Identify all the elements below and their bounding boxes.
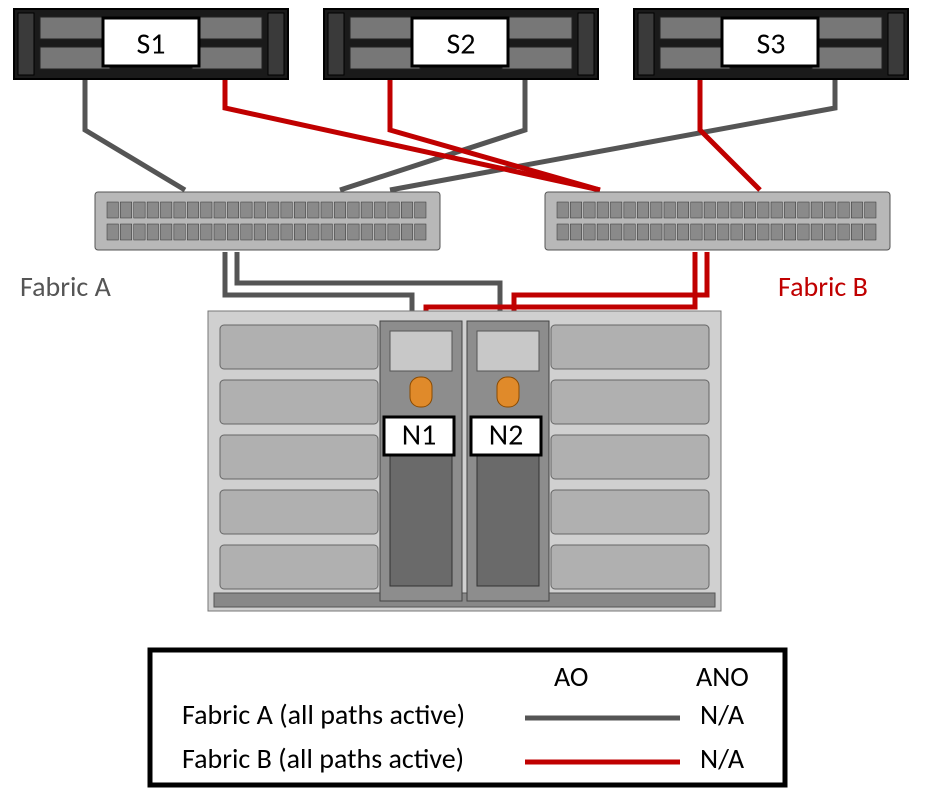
cable-a bbox=[390, 80, 835, 190]
legend-row-text: Fabric A (all paths active) bbox=[182, 697, 465, 732]
fabric-b-label: Fabric B bbox=[778, 269, 868, 304]
server-label: S2 bbox=[447, 26, 476, 63]
server-S3: S3 bbox=[634, 9, 908, 79]
servers-group: S1 S2 S3 bbox=[14, 9, 908, 79]
legend-na: N/A bbox=[700, 697, 745, 732]
server-S2: S2 bbox=[324, 9, 598, 79]
chassis-node-N1: N1 bbox=[380, 321, 462, 601]
diagram-svg: S1 S2 S3 Fabric A Fabric B N1 N2 AO ANO Fabri… bbox=[0, 0, 926, 803]
server-label: S1 bbox=[137, 26, 166, 63]
fabric_b_switch bbox=[545, 192, 890, 250]
node-label: N2 bbox=[489, 417, 524, 454]
chassis-node-N2: N2 bbox=[467, 321, 549, 601]
cable-b bbox=[700, 80, 760, 190]
switches-group bbox=[95, 192, 890, 250]
legend-na: N/A bbox=[700, 741, 745, 776]
cable-b bbox=[390, 80, 600, 190]
legend-group: AO ANO Fabric A (all paths active) N/A Fabri… bbox=[150, 650, 785, 785]
legend-header: AO bbox=[554, 659, 588, 694]
node-label: N1 bbox=[402, 417, 437, 454]
fabric_a_switch bbox=[95, 192, 440, 250]
server-label: S3 bbox=[757, 26, 786, 63]
server-S1: S1 bbox=[14, 9, 288, 79]
legend-row-text: Fabric B (all paths active) bbox=[182, 741, 464, 776]
legend-header: ANO bbox=[696, 659, 749, 694]
fabric-a-label: Fabric A bbox=[20, 269, 112, 304]
cable-a bbox=[340, 80, 525, 190]
chassis-group: N1 N2 bbox=[208, 311, 721, 611]
diagram-canvas: { "layout": { "width": 926, "height": 80… bbox=[0, 0, 926, 803]
cable-a bbox=[85, 80, 185, 190]
